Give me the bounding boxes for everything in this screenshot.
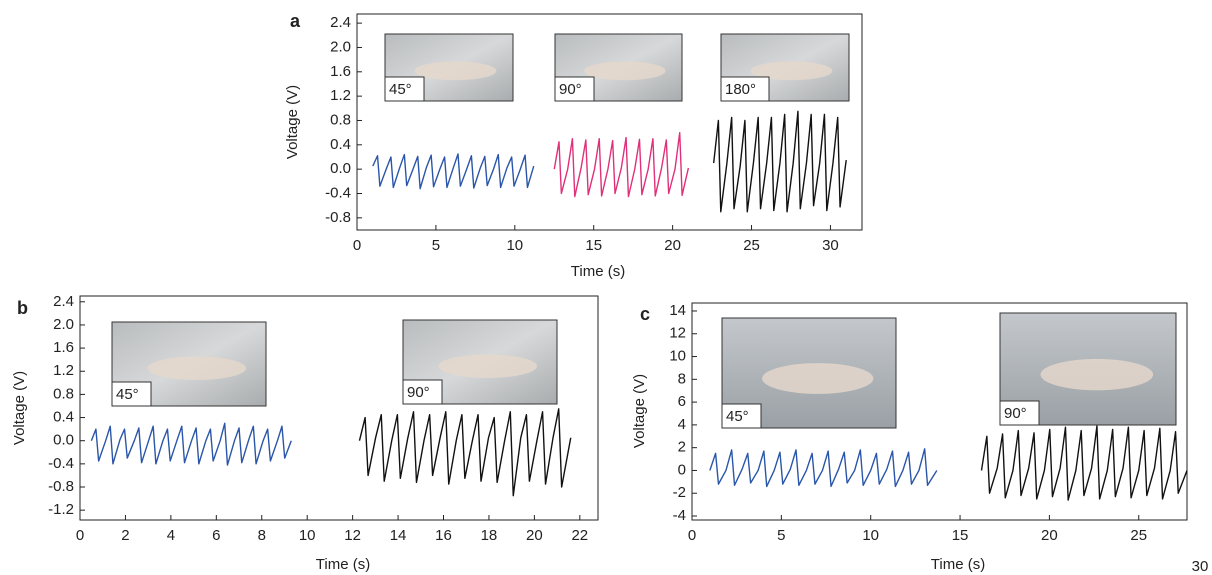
x-axis-title: Time (s) xyxy=(931,556,985,573)
x-tick-label: 2 xyxy=(121,527,129,544)
x-tick-label: 10 xyxy=(299,527,316,544)
x-tick-label: 5 xyxy=(432,237,440,254)
inset-subject xyxy=(414,61,496,80)
inset-label: 45° xyxy=(116,386,139,403)
x-tick-label: 25 xyxy=(1130,527,1147,544)
x-tick-label: 12 xyxy=(344,527,361,544)
x-axis-title: Time (s) xyxy=(316,556,370,573)
y-axis-title: Voltage (V) xyxy=(284,85,301,159)
y-tick-label: 2.4 xyxy=(330,14,351,31)
y-tick-label: 1.6 xyxy=(330,63,351,80)
x-tick-label: 20 xyxy=(526,527,543,544)
y-tick-label: 8 xyxy=(678,370,686,387)
signal-line xyxy=(91,423,291,465)
x-tick-label: 6 xyxy=(212,527,220,544)
panel-letter: a xyxy=(290,11,301,31)
y-tick-label: 2.4 xyxy=(53,293,74,310)
inset-subject xyxy=(1040,359,1153,390)
y-tick-label: 0.8 xyxy=(330,111,351,128)
y-tick-label: -2 xyxy=(673,484,686,501)
inset-label: 90° xyxy=(1004,405,1027,422)
x-tick-label: 4 xyxy=(167,527,175,544)
inset-subject xyxy=(584,61,665,80)
signal-line xyxy=(554,133,688,197)
y-tick-label: 0 xyxy=(678,461,686,478)
y-axis-title: Voltage (V) xyxy=(631,374,648,448)
x-tick-label: 18 xyxy=(481,527,498,544)
y-tick-label: 10 xyxy=(669,348,686,365)
y-tick-label: 0.8 xyxy=(53,385,74,402)
inset-label: 45° xyxy=(726,408,749,425)
y-tick-label: 1.2 xyxy=(53,362,74,379)
y-tick-label: 2.0 xyxy=(53,316,74,333)
panel-letter: b xyxy=(17,298,28,318)
y-tick-label: 4 xyxy=(678,416,686,433)
y-tick-label: 0.0 xyxy=(330,160,351,177)
inset-subject xyxy=(147,356,246,380)
figure: 45° 90° 180° -0.8 -0.4 0.0 0.4 0.8 1.2 1.6 2.0 2.4 0… xyxy=(0,0,1212,575)
x-tick-label: 25 xyxy=(743,237,760,254)
inset-label: 45° xyxy=(389,81,412,98)
inset-label: 180° xyxy=(725,81,756,98)
x-tick-label: 16 xyxy=(435,527,452,544)
y-tick-label: 14 xyxy=(669,302,686,319)
x-tick-label: 20 xyxy=(1041,527,1058,544)
x-tick-label: 15 xyxy=(952,527,969,544)
y-tick-label: 1.2 xyxy=(330,87,351,104)
x-tick-label: 22 xyxy=(571,527,588,544)
x-tick-label: 14 xyxy=(390,527,407,544)
stray-tick-label: 30 xyxy=(1192,558,1209,575)
x-tick-label: 5 xyxy=(777,527,785,544)
x-tick-label: 15 xyxy=(585,237,602,254)
x-axis-title: Time (s) xyxy=(571,263,625,280)
inset-label: 90° xyxy=(559,81,582,98)
x-tick-label: 0 xyxy=(76,527,84,544)
x-tick-label: 8 xyxy=(258,527,266,544)
inset-subject xyxy=(438,354,537,378)
y-tick-label: 2 xyxy=(678,439,686,456)
y-tick-label: -0.4 xyxy=(48,455,74,472)
x-tick-label: 0 xyxy=(688,527,696,544)
inset-subject xyxy=(762,363,873,394)
y-tick-label: -1.2 xyxy=(48,501,74,518)
inset-label: 90° xyxy=(407,384,430,401)
signal-line xyxy=(714,111,847,211)
signal-line xyxy=(373,154,534,189)
y-tick-label: -0.4 xyxy=(325,184,351,201)
y-tick-label: -4 xyxy=(673,507,686,524)
y-tick-label: 12 xyxy=(669,325,686,342)
y-axis-title: Voltage (V) xyxy=(11,371,28,445)
x-tick-label: 10 xyxy=(506,237,523,254)
y-tick-label: 0.4 xyxy=(330,136,351,153)
y-tick-label: 1.6 xyxy=(53,339,74,356)
x-tick-label: 30 xyxy=(822,237,839,254)
y-tick-label: -0.8 xyxy=(48,478,74,495)
signal-line xyxy=(359,409,570,496)
signal-line xyxy=(981,426,1187,500)
y-tick-label: 0.4 xyxy=(53,409,74,426)
signal-line xyxy=(710,449,937,487)
y-tick-label: 6 xyxy=(678,393,686,410)
x-tick-label: 20 xyxy=(664,237,681,254)
x-tick-label: 0 xyxy=(353,237,361,254)
y-tick-label: 0.0 xyxy=(53,432,74,449)
y-tick-label: 2.0 xyxy=(330,38,351,55)
y-tick-label: -0.8 xyxy=(325,209,351,226)
panel-letter: c xyxy=(640,304,650,324)
x-tick-label: 10 xyxy=(862,527,879,544)
